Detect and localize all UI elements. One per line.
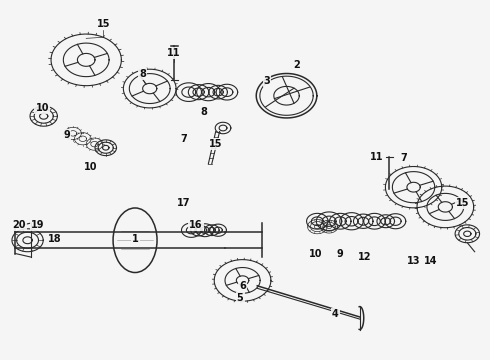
Text: 8: 8 <box>200 107 207 117</box>
Text: 15: 15 <box>97 19 110 29</box>
Text: 13: 13 <box>407 256 420 266</box>
Text: 8: 8 <box>139 69 146 79</box>
Text: 16: 16 <box>190 220 203 230</box>
Text: 11: 11 <box>168 48 181 58</box>
Text: 4: 4 <box>332 310 339 319</box>
Text: 5: 5 <box>237 293 244 303</box>
Text: 3: 3 <box>264 76 270 86</box>
Text: 20: 20 <box>13 220 26 230</box>
Text: 1: 1 <box>132 234 139 244</box>
Text: 9: 9 <box>63 130 70 140</box>
Text: 6: 6 <box>239 281 246 291</box>
Text: 10: 10 <box>309 248 322 258</box>
Text: 19: 19 <box>30 220 44 230</box>
Text: 15: 15 <box>456 198 469 208</box>
Text: 18: 18 <box>48 234 61 244</box>
Text: 17: 17 <box>177 198 191 208</box>
Text: 11: 11 <box>370 152 384 162</box>
Text: 12: 12 <box>358 252 371 262</box>
Text: 7: 7 <box>400 153 407 163</box>
Text: 15: 15 <box>209 139 222 149</box>
Text: 2: 2 <box>293 60 300 70</box>
Text: 10: 10 <box>84 162 98 172</box>
Text: 10: 10 <box>35 103 49 113</box>
Text: 9: 9 <box>337 248 343 258</box>
Text: 7: 7 <box>180 134 187 144</box>
Text: 14: 14 <box>424 256 438 266</box>
